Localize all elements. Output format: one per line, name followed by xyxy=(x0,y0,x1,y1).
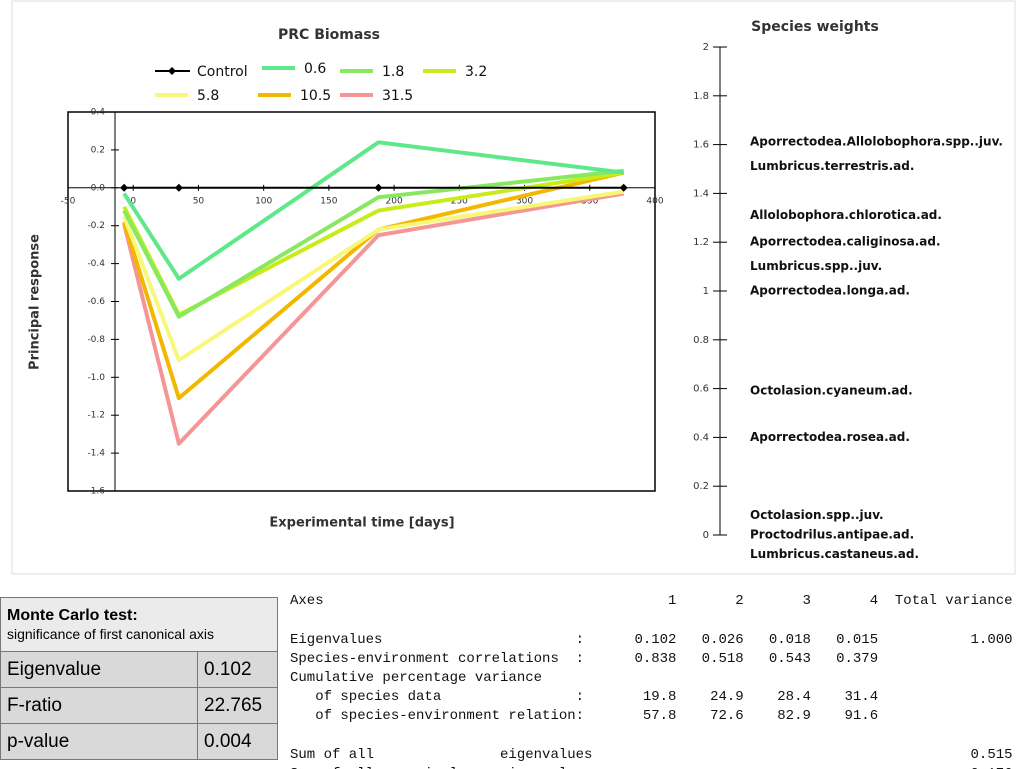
chart: PRC Biomass -1.6 -1.4 -1.2 -1.0 -0.8 -0.6 -0.4 -… xyxy=(11,0,1016,575)
legend-label: 10.5 xyxy=(300,88,331,104)
marker xyxy=(619,183,628,192)
x-tick-label: 0 xyxy=(130,196,136,206)
x-tick-label: 50 xyxy=(193,196,205,206)
series-line xyxy=(122,168,624,319)
series-line xyxy=(122,170,624,317)
x-tick-label: 400 xyxy=(646,196,663,206)
y-axis-title: Principal response xyxy=(28,234,43,370)
legend-label: 31.5 xyxy=(382,88,413,104)
y-tick-label: 1.4 xyxy=(693,188,709,199)
y-tick-label: 0.8 xyxy=(693,335,709,346)
output-line: Eigenvalues : 0.102 0.026 0.018 0.015 1.… xyxy=(290,632,1013,648)
chart-title: Species weights xyxy=(751,19,879,35)
y-tick-label: 0.4 xyxy=(693,432,709,443)
header-cell: Monte Carlo test: significance of first … xyxy=(0,597,278,652)
y-tick-label: 1.6 xyxy=(693,140,709,151)
legend-label: Control xyxy=(197,64,248,80)
output-line: Axes 1 2 3 4 Total variance xyxy=(290,593,1013,609)
output-text: Axes 1 2 3 4 Total variance Eigenvalues :… xyxy=(290,582,1016,769)
output-line: of species-environment relation: 57.8 72… xyxy=(290,708,879,724)
table-row: Eigenvalue 0.102 xyxy=(0,651,278,688)
species-label: Octolasion.spp..juv. xyxy=(750,508,884,522)
legend-label: 5.8 xyxy=(197,88,219,104)
monte-carlo-table: Monte Carlo test: significance of first … xyxy=(0,597,278,760)
y-tick-label: 1.8 xyxy=(693,91,709,102)
species-label: Octolasion.cyaneum.ad. xyxy=(750,384,913,398)
legend-label: 1.8 xyxy=(382,64,404,80)
output-line: Sum of all canonical eigenvalues 0.176 xyxy=(290,765,1013,769)
series-line xyxy=(122,140,624,281)
table-title: Monte Carlo test: xyxy=(7,606,138,624)
cell: 0.102 xyxy=(197,651,278,688)
table-row: p-value 0.004 xyxy=(0,723,278,760)
y-tick-label: -0.6 xyxy=(87,297,105,307)
table-subtitle: significance of first canonical axis xyxy=(7,625,214,642)
series-line xyxy=(122,189,624,363)
species-label: Allolobophora.chlorotica.ad. xyxy=(750,208,942,222)
plot-frame xyxy=(67,111,656,492)
cell: p-value xyxy=(0,723,198,760)
x-tick-label: 250 xyxy=(451,196,468,206)
y-tick-label: 0.4 xyxy=(91,108,106,118)
series-line xyxy=(122,170,625,401)
marker xyxy=(174,183,183,192)
cell: 0.004 xyxy=(197,723,278,760)
y-tick-label: 0.0 xyxy=(91,183,106,193)
y-tick-label: -1.0 xyxy=(87,373,105,383)
x-tick-label: 100 xyxy=(255,196,272,206)
y-tick-label: 2 xyxy=(703,42,709,53)
output-line: Species-environment correlations : 0.838… xyxy=(290,651,879,667)
y-tick-label: -1.4 xyxy=(87,449,105,459)
x-tick-label: 150 xyxy=(320,196,337,206)
output-line: Cumulative percentage variance xyxy=(290,670,543,686)
cell: F-ratio xyxy=(0,687,198,724)
species-label: Proctodrilus.antipae.ad. xyxy=(750,528,914,542)
marker xyxy=(120,183,129,192)
x-tick-label: 300 xyxy=(516,196,533,206)
cell: 22.765 xyxy=(197,687,278,724)
x-tick-label: 350 xyxy=(581,196,598,206)
species-label: Lumbricus.castaneus.ad. xyxy=(750,547,919,561)
y-tick-label: -0.8 xyxy=(87,335,105,345)
table-row: F-ratio 22.765 xyxy=(0,687,278,724)
y-tick-label: 0.2 xyxy=(91,145,105,155)
cell: Eigenvalue xyxy=(0,651,198,688)
chart-title: PRC Biomass xyxy=(278,27,380,43)
figure-frame xyxy=(11,0,1016,575)
species-label: Aporrectodea.longa.ad. xyxy=(750,284,910,298)
marker xyxy=(374,183,383,192)
y-tick-label: -0.4 xyxy=(87,259,105,269)
y-tick-label: -1.6 xyxy=(87,487,105,497)
legend-label: 3.2 xyxy=(465,64,487,80)
species-label: Lumbricus.spp..juv. xyxy=(750,259,882,273)
y-tick-label: 0 xyxy=(703,530,709,541)
y-tick-label: 0.2 xyxy=(693,481,709,492)
output-line: Sum of all eigenvalues 0.515 xyxy=(290,747,1013,763)
x-tick-label: -50 xyxy=(61,196,76,206)
output-line: of species data : 19.8 24.9 28.4 31.4 xyxy=(290,689,879,705)
y-tick-label: -1.2 xyxy=(87,411,105,421)
species-label: Aporrectodea.Allolobophora.spp..juv. xyxy=(750,135,1003,149)
x-tick-label: 200 xyxy=(386,196,403,206)
table-header: Monte Carlo test: significance of first … xyxy=(0,597,278,652)
legend-marker xyxy=(168,67,176,75)
series-line xyxy=(122,191,625,446)
x-axis-title: Experimental time [days] xyxy=(269,516,454,531)
legend-label: 0.6 xyxy=(304,61,326,77)
species-label: Lumbricus.terrestris.ad. xyxy=(750,159,914,173)
y-tick-label: -0.2 xyxy=(87,221,105,231)
y-tick-label: 1 xyxy=(703,286,709,297)
y-tick-label: 1.2 xyxy=(693,237,709,248)
species-label: Aporrectodea.rosea.ad. xyxy=(750,430,910,444)
species-label: Aporrectodea.caliginosa.ad. xyxy=(750,235,941,249)
y-tick-label: 0.6 xyxy=(693,384,709,395)
